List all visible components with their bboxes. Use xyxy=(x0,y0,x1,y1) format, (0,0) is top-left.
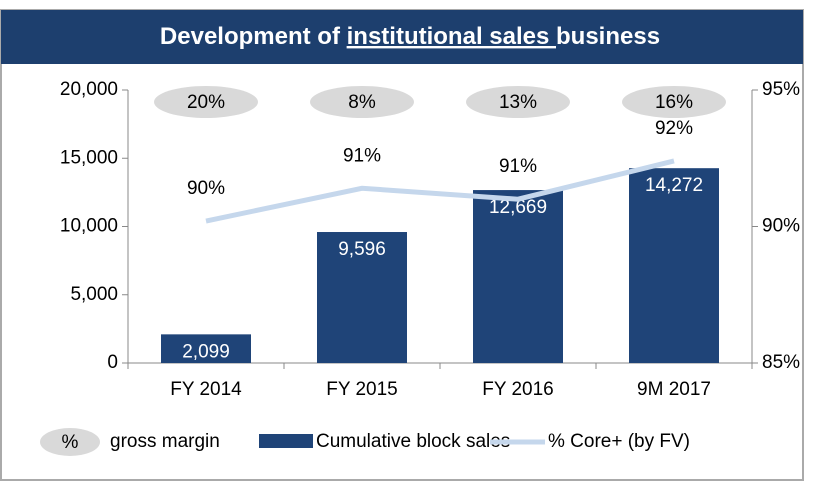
margin-label: 8% xyxy=(348,92,376,113)
x-tick-label: FY 2014 xyxy=(170,379,242,400)
y2-tick-label: 95% xyxy=(762,79,800,100)
y-tick-label: 5,000 xyxy=(70,284,118,305)
y-tick-label: 0 xyxy=(107,352,118,373)
legend-symbol: % xyxy=(62,432,79,453)
y-tick-label: 15,000 xyxy=(60,147,118,168)
y-tick-label: 20,000 xyxy=(60,79,118,100)
line-label: 90% xyxy=(187,178,225,199)
bar-label: 9,596 xyxy=(338,239,386,260)
title-part: institutional sales xyxy=(347,23,556,50)
legend-label: gross margin xyxy=(110,431,220,452)
bar xyxy=(317,232,407,363)
bar-label: 2,099 xyxy=(182,341,230,362)
margin-bubble xyxy=(154,86,258,118)
line xyxy=(205,158,675,224)
bar-label: 12,669 xyxy=(489,197,547,218)
margin-bubble xyxy=(310,86,414,118)
title-part: Development of xyxy=(160,23,347,50)
legend-swatch xyxy=(259,434,313,448)
y-tick-label: 10,000 xyxy=(60,216,118,237)
bar-label: 14,272 xyxy=(645,175,703,196)
line-label: 91% xyxy=(499,156,537,177)
legend-label: Cumulative block sales xyxy=(316,431,510,452)
legend-swatch xyxy=(40,428,100,456)
bar xyxy=(629,168,719,363)
chart-title: Development of institutional sales busin… xyxy=(160,23,660,50)
x-tick-label: 9M 2017 xyxy=(637,379,711,400)
margin-label: 16% xyxy=(655,92,693,113)
legend-label: % Core+ (by FV) xyxy=(548,431,690,452)
bar xyxy=(161,334,251,363)
margin-label: 20% xyxy=(187,92,225,113)
y2-tick-label: 90% xyxy=(762,216,800,237)
margin-bubble xyxy=(622,86,726,118)
margin-label: 13% xyxy=(499,92,537,113)
x-tick-label: FY 2015 xyxy=(326,379,397,400)
bar xyxy=(473,190,563,363)
title-banner xyxy=(1,10,803,64)
title-part: business xyxy=(556,23,660,50)
line-label: 91% xyxy=(343,145,381,166)
line-label: 92% xyxy=(655,118,693,139)
y2-tick-label: 85% xyxy=(762,352,800,373)
margin-bubble xyxy=(466,86,570,118)
x-tick-label: FY 2016 xyxy=(482,379,553,400)
